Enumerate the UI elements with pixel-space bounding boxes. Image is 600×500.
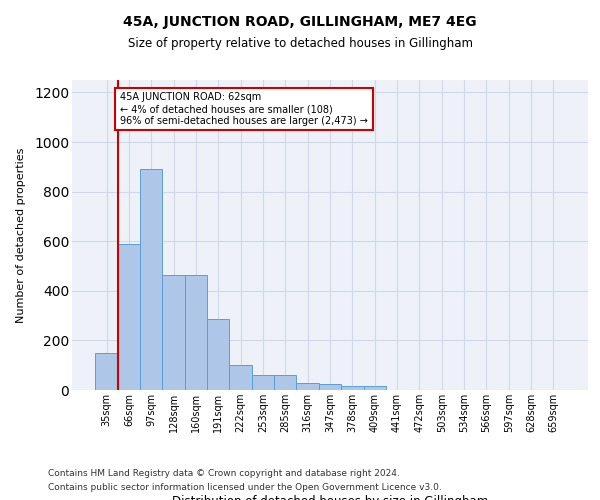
Bar — [140, 170, 163, 390]
Bar — [207, 320, 229, 390]
Text: Contains HM Land Registry data © Crown copyright and database right 2024.: Contains HM Land Registry data © Crown c… — [48, 468, 400, 477]
Bar — [296, 382, 319, 390]
Bar — [229, 365, 252, 390]
Bar — [274, 375, 296, 390]
Bar — [185, 274, 207, 390]
Text: Size of property relative to detached houses in Gillingham: Size of property relative to detached ho… — [128, 38, 473, 51]
Text: 45A, JUNCTION ROAD, GILLINGHAM, ME7 4EG: 45A, JUNCTION ROAD, GILLINGHAM, ME7 4EG — [123, 15, 477, 29]
Text: Contains public sector information licensed under the Open Government Licence v3: Contains public sector information licen… — [48, 484, 442, 492]
Bar — [118, 244, 140, 390]
X-axis label: Distribution of detached houses by size in Gillingham: Distribution of detached houses by size … — [172, 495, 488, 500]
Bar — [319, 384, 341, 390]
Bar — [163, 274, 185, 390]
Bar — [252, 375, 274, 390]
Y-axis label: Number of detached properties: Number of detached properties — [16, 148, 26, 322]
Bar — [364, 386, 386, 390]
Bar — [341, 386, 364, 390]
Bar — [95, 353, 118, 390]
Text: 45A JUNCTION ROAD: 62sqm
← 4% of detached houses are smaller (108)
96% of semi-d: 45A JUNCTION ROAD: 62sqm ← 4% of detache… — [120, 92, 368, 126]
